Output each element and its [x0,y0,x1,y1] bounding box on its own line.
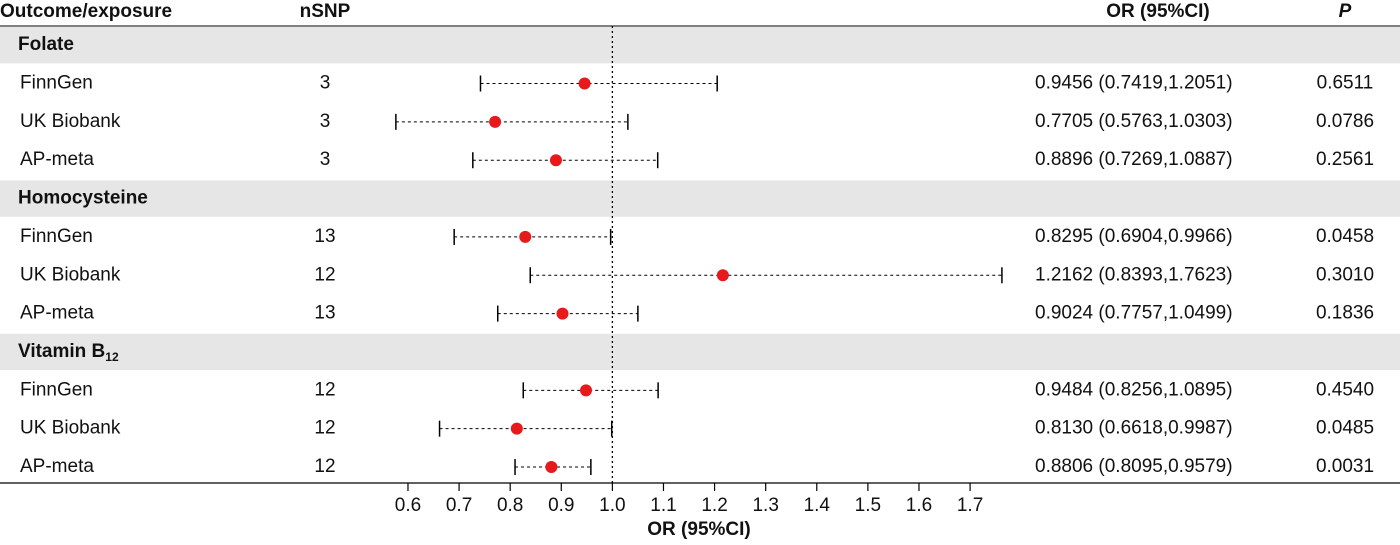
column-header: nSNP [300,1,351,22]
p-value: 0.1836 [1316,303,1374,324]
x-tick-label: 1.2 [701,495,727,516]
x-tick-label: 0.9 [548,495,574,516]
x-axis-label: OR (95%CI) [647,519,750,540]
row-label: AP-meta [20,303,94,324]
or-point [556,307,569,320]
nsnp: 3 [320,111,331,132]
p-value: 0.0485 [1316,418,1374,439]
nsnp: 12 [314,264,335,285]
p-value: 0.4540 [1316,379,1374,400]
p-value: 0.2561 [1316,149,1374,170]
ci-label: 1.2162 (0.8393,1.7623) [1035,264,1233,285]
group-label: Folate [18,34,74,55]
nsnp: 12 [314,418,335,439]
nsnp: 13 [314,303,335,324]
p-value: 0.0786 [1316,111,1374,132]
ci-label: 0.9484 (0.8256,1.0895) [1035,379,1233,400]
or-point [519,230,532,243]
group-name: Vitamin B [18,341,105,362]
group-band [0,333,1400,371]
x-tick-label: 0.8 [497,495,523,516]
or-point [549,154,562,167]
x-tick-label: 1.6 [906,495,932,516]
x-tick-label: 1.1 [650,495,676,516]
nsnp: 12 [314,456,335,477]
column-header: OR (95%CI) [1106,1,1209,22]
ci-label: 0.9456 (0.7419,1.2051) [1035,73,1233,94]
group-name: Homocysteine [18,188,148,209]
ci-label: 0.8896 (0.7269,1.0887) [1035,149,1233,170]
row-label: FinnGen [20,73,93,94]
or-point [545,461,558,474]
x-tick-label: 0.7 [446,495,472,516]
x-tick-label: 1.4 [804,495,831,516]
row-label: AP-meta [20,456,94,477]
or-point [489,115,502,128]
or-point [578,77,591,90]
ci-label: 0.7705 (0.5763,1.0303) [1035,111,1233,132]
row-label: UK Biobank [20,111,121,132]
x-tick-label: 1.7 [957,495,983,516]
or-point [716,269,729,282]
row-label: AP-meta [20,149,94,170]
row-label: UK Biobank [20,418,121,439]
row-label: FinnGen [20,379,93,400]
nsnp: 13 [314,226,335,247]
row-label: UK Biobank [20,264,121,285]
row-label: FinnGen [20,226,93,247]
nsnp: 3 [320,73,331,94]
or-point [510,422,523,435]
ci-label: 0.8295 (0.6904,0.9966) [1035,226,1233,247]
ci-label: 0.8806 (0.8095,0.9579) [1035,456,1233,477]
ci-label: 0.9024 (0.7757,1.0499) [1035,303,1233,324]
x-tick-label: 1.0 [599,495,625,516]
group-name: Folate [18,34,74,55]
x-tick-label: 0.6 [395,495,421,516]
or-point [580,384,593,397]
group-band [0,27,1400,64]
nsnp: 12 [314,379,335,400]
column-header: P [1339,1,1352,22]
p-value: 0.6511 [1317,73,1374,94]
x-tick-label: 1.5 [855,495,881,516]
group-band [0,180,1400,217]
nsnp: 3 [320,149,331,170]
x-tick-label: 1.3 [752,495,778,516]
group-label: Vitamin B12 [18,341,119,364]
p-value: 0.0458 [1316,226,1374,247]
ci-label: 0.8130 (0.6618,0.9987) [1035,418,1233,439]
p-value: 0.0031 [1316,456,1374,477]
group-subscript: 12 [105,350,119,364]
group-label: Homocysteine [18,188,148,209]
p-value: 0.3010 [1316,264,1374,285]
column-header: Outcome/exposure [0,1,172,22]
